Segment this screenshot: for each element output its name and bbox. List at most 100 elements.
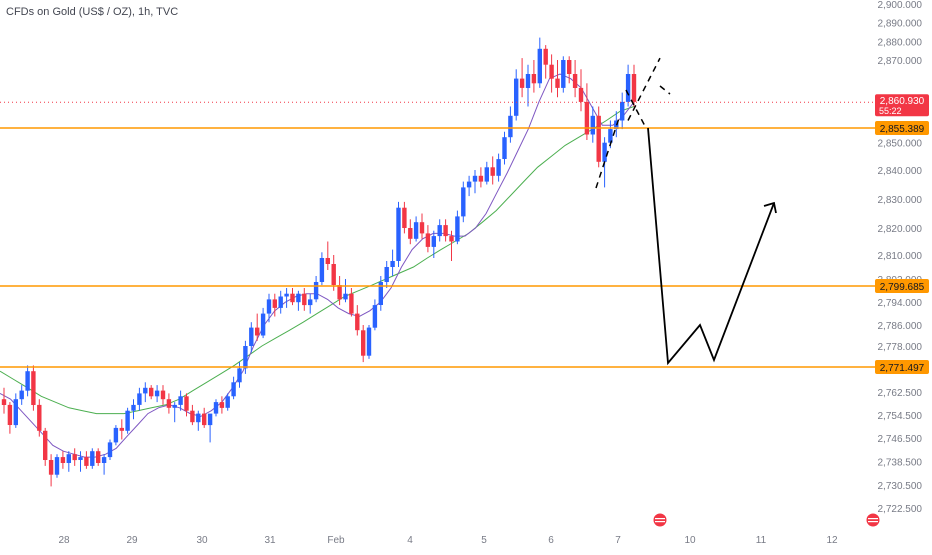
candle-body (154, 390, 160, 397)
candle-body (402, 207, 407, 228)
candle-body (7, 404, 13, 425)
price-axis-tick: 2,754.500 (878, 411, 923, 422)
candle-body (219, 402, 225, 408)
candle-body (419, 222, 425, 234)
candle-body (202, 413, 207, 426)
price-axis-tick: 2,730.500 (878, 481, 923, 492)
candle-body (449, 236, 454, 242)
candle-body (266, 299, 272, 314)
candle-body (531, 74, 537, 84)
candle-body (590, 115, 595, 135)
candle-body (437, 225, 442, 237)
candle-body (149, 387, 154, 397)
candle-body (1, 399, 7, 405)
price-axis-tick: 2,746.500 (878, 434, 923, 445)
projection-dashed-down (625, 89, 647, 129)
current-price-value: 2,860.930 (880, 96, 925, 107)
candle-body (107, 442, 113, 458)
price-axis-tick: 2,830.000 (878, 195, 923, 206)
time-axis-label: 28 (58, 535, 70, 546)
level-price-tag (875, 121, 929, 135)
candle-body (284, 293, 289, 297)
candle-body (184, 396, 189, 411)
moving-average-slow (0, 106, 635, 415)
candle-body (514, 78, 519, 116)
candle-body (272, 299, 277, 308)
candle-body (72, 454, 77, 461)
candle-body (137, 393, 142, 405)
price-axis-tick: 2,820.000 (878, 224, 923, 235)
candle-body (561, 60, 566, 88)
plot-area (0, 0, 875, 528)
level-price-label: 2,855.389 (880, 124, 925, 135)
candle-body (631, 74, 637, 102)
candle-body (602, 142, 607, 162)
level-price-label: 2,771.497 (880, 363, 925, 374)
candle-body (207, 413, 213, 426)
chart-title: CFDs on Gold (US$ / OZ), 1h, TVC (6, 6, 179, 18)
candle-body (372, 305, 378, 328)
candle-body (25, 371, 30, 391)
price-axis-tick: 2,870.000 (878, 56, 923, 67)
candle-body (101, 457, 107, 463)
event-flag-stripe (655, 518, 665, 520)
candle-body (278, 296, 283, 308)
candle-body (343, 293, 348, 300)
projection-dashed-cap (659, 85, 671, 95)
candle-body (608, 129, 613, 143)
time-axis-label: 4 (407, 535, 413, 546)
time-axis-label: 11 (756, 535, 767, 546)
price-axis-tick: 2,850.000 (878, 139, 923, 150)
candle-body (308, 299, 313, 306)
candle-body (113, 427, 119, 443)
candle-body (537, 48, 542, 84)
candle-body (431, 236, 436, 247)
time-axis-label: 12 (826, 535, 838, 546)
price-axis-tick: 2,900.000 (878, 0, 923, 11)
candle-body (519, 78, 525, 88)
candle-body (66, 454, 71, 463)
candle-body (90, 451, 95, 466)
event-flag-stripe (868, 518, 878, 520)
candle-body (567, 60, 572, 74)
candle-body (237, 368, 242, 383)
candle-body (325, 258, 330, 264)
candle-body (255, 327, 260, 336)
price-axis-tick: 2,786.000 (878, 321, 923, 332)
candle-body (31, 371, 36, 405)
price-axis-tick: 2,840.000 (878, 166, 923, 177)
candle-body (172, 404, 177, 408)
candle-body (196, 413, 201, 423)
candle-body (620, 101, 625, 121)
candle-body (166, 399, 172, 408)
candle-body (478, 175, 484, 182)
candle-body (496, 159, 501, 176)
projection-path (647, 127, 775, 366)
time-axis-label: 5 (481, 535, 487, 546)
candle-body (555, 78, 560, 88)
event-flag-icon (865, 512, 881, 528)
candle-body (455, 216, 460, 242)
level-price-tag (875, 279, 929, 293)
price-axis-tick: 2,890.000 (878, 19, 923, 30)
candle-body (131, 404, 136, 411)
candle-body (249, 327, 254, 346)
candle-body (19, 390, 24, 400)
candle-body (13, 399, 18, 426)
candle-body (78, 457, 83, 460)
candle-body (84, 457, 89, 466)
price-axis-tick: 2,722.500 (878, 504, 923, 515)
price-axis-tick: 2,762.500 (878, 388, 923, 399)
candle-body (54, 457, 60, 475)
candle-body (572, 74, 578, 88)
candle-body (361, 330, 366, 356)
candle-body (260, 313, 266, 336)
event-flag-icon (652, 512, 668, 528)
candle-body (378, 282, 383, 305)
candle-body (543, 48, 548, 65)
candle-body (625, 74, 631, 102)
time-axis-label: 31 (264, 535, 276, 546)
candle-body (578, 87, 584, 102)
